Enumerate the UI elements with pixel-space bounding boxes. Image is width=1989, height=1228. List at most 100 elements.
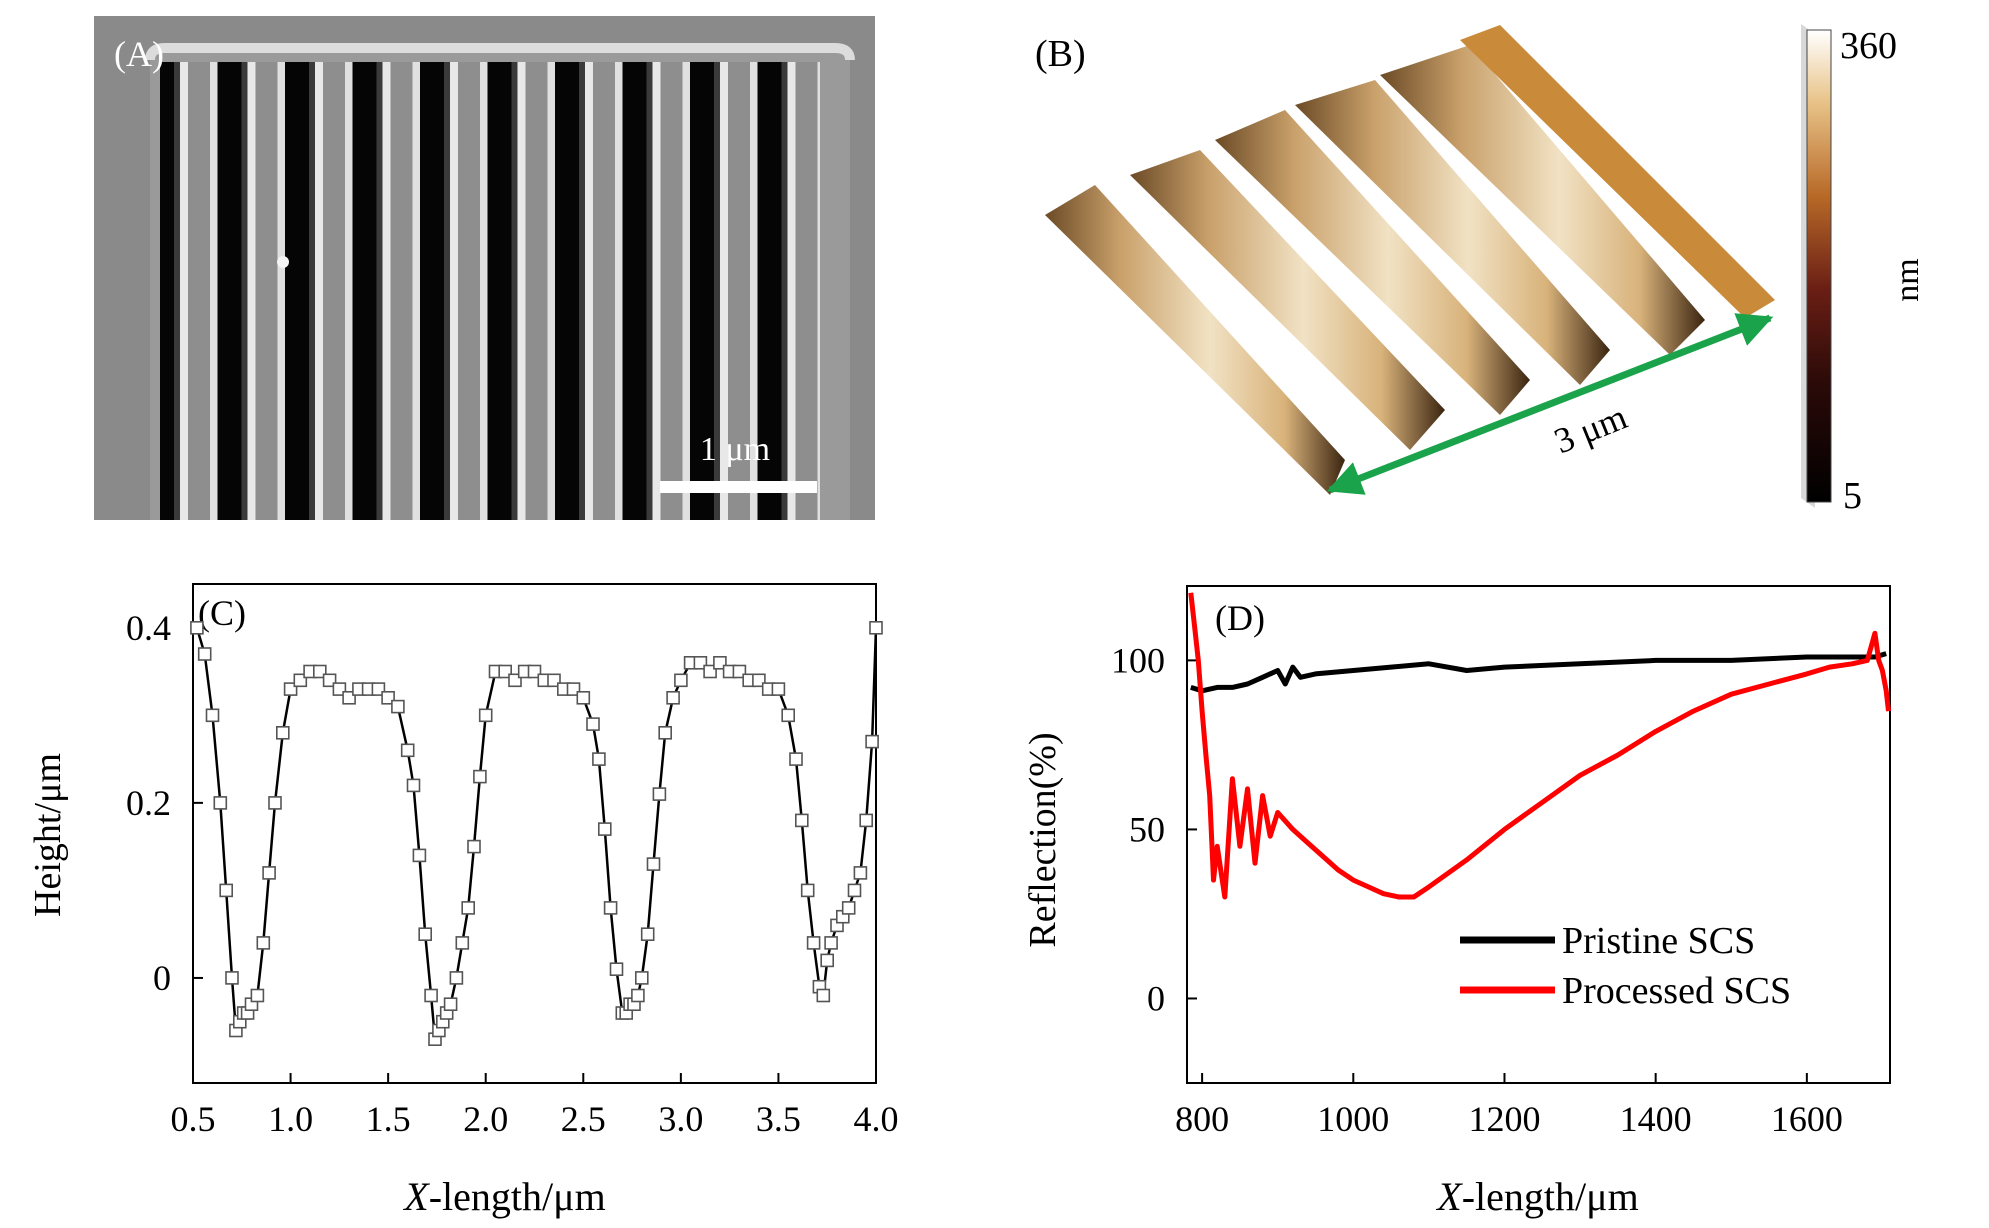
colorbar-unit: nm <box>1889 258 1926 301</box>
plot-c-series <box>190 620 883 1046</box>
data-point <box>597 822 612 836</box>
data-point <box>268 796 282 810</box>
x-tick-label: 1.0 <box>268 1099 313 1139</box>
x-tick-label: 1400 <box>1620 1099 1692 1139</box>
plot-c-xlabel-rest: -length/μm <box>429 1174 606 1219</box>
data-point <box>256 936 271 950</box>
x-tick-label: 3.0 <box>658 1099 703 1139</box>
x-tick-label: 2.0 <box>463 1099 508 1139</box>
legend-label-pristine: Pristine SCS <box>1562 920 1755 962</box>
data-point <box>869 620 883 635</box>
data-point <box>406 778 421 793</box>
y-tick-label: 0.4 <box>126 608 171 648</box>
data-point <box>250 988 265 1003</box>
afm-ridge-5 <box>1380 45 1705 355</box>
y-tick-label: 0 <box>1147 978 1165 1018</box>
panel-d-label: (D) <box>1215 598 1265 638</box>
data-point <box>312 664 327 679</box>
plot-d-frame <box>1186 585 1891 1084</box>
x-tick-label: 2.5 <box>561 1099 606 1139</box>
data-point <box>771 682 786 696</box>
plot-c-xlabel-var: X <box>402 1174 430 1219</box>
data-point <box>781 708 796 723</box>
panel-c: (C) 0.5 1.0 1.5 2.0 2.5 3.0 3.5 4.0 0.4 0.2 0 Hei… <box>27 583 899 1219</box>
data-point <box>666 690 680 705</box>
x-tick-label: 1000 <box>1317 1099 1389 1139</box>
data-point <box>816 988 831 1003</box>
sem-particle <box>277 256 289 268</box>
data-point <box>865 734 879 749</box>
data-point <box>652 787 667 801</box>
x-tick-label: 3.5 <box>756 1099 801 1139</box>
data-point <box>789 752 803 766</box>
plot-c-x-axis: 0.5 1.0 1.5 2.0 2.5 3.0 3.5 4.0 <box>171 1073 899 1139</box>
x-tick-label: 4.0 <box>854 1099 899 1139</box>
panel-a-label: (A) <box>114 34 164 74</box>
plot-d-x-axis: 800 1000 1200 1400 1600 <box>1175 1073 1843 1139</box>
data-point <box>449 971 464 985</box>
panel-d: (D) 800 1000 1200 1400 1600 100 50 0 Pristine … <box>1022 585 1891 1219</box>
data-point <box>853 866 868 880</box>
panel-c-label: (C) <box>198 593 246 633</box>
colorbar: 360 5 nm <box>1801 24 1926 517</box>
plot-d-xlabel-var: X <box>1435 1174 1463 1219</box>
data-point <box>424 988 438 1003</box>
data-point <box>400 743 415 758</box>
data-point <box>586 717 600 731</box>
data-point <box>473 769 487 784</box>
colorbar-min: 5 <box>1843 475 1862 517</box>
data-point <box>455 936 470 950</box>
afm-ridge-1 <box>1045 185 1345 495</box>
x-tick-label: 1600 <box>1771 1099 1843 1139</box>
data-point <box>631 988 645 1003</box>
plot-c-ylabel: Height/μm <box>27 753 69 917</box>
data-point <box>418 927 433 942</box>
data-point <box>703 664 717 679</box>
plot-d-xlabel-rest: -length/μm <box>1462 1174 1639 1219</box>
scale-bar <box>660 481 817 493</box>
data-point <box>391 699 405 714</box>
data-point <box>847 883 862 898</box>
colorbar-ramp <box>1806 29 1832 503</box>
data-point <box>219 883 233 898</box>
afm-surface <box>1045 25 1775 495</box>
plot-d-xlabel: X-length/μm <box>1435 1174 1638 1219</box>
data-point <box>576 690 591 705</box>
legend-label-processed: Processed SCS <box>1562 970 1791 1012</box>
data-point <box>806 936 821 950</box>
series-line-1 <box>1190 651 1887 694</box>
x-tick-label: 1.5 <box>366 1099 411 1139</box>
data-point <box>225 971 239 985</box>
data-point <box>592 752 606 766</box>
data-point <box>609 962 624 977</box>
plot-d-ylabel: Reflection(%) <box>1022 732 1064 947</box>
width-label: 3 μm <box>1549 396 1633 461</box>
plot-d-legend: Pristine SCS Processed SCS <box>1460 920 1791 1012</box>
y-tick-label: 0.2 <box>126 783 171 823</box>
y-tick-label: 100 <box>1111 640 1165 680</box>
panel-b-label: (B) <box>1035 33 1086 75</box>
series-line-2 <box>1188 592 1891 900</box>
data-point <box>443 997 458 1012</box>
data-point <box>293 673 308 688</box>
plot-d-series <box>1188 592 1891 900</box>
data-point <box>190 620 204 635</box>
panel-a: (A) 1 μm <box>94 16 875 520</box>
data-point <box>646 857 661 871</box>
afm-ridge-4 <box>1295 80 1610 385</box>
x-tick-label: 0.5 <box>171 1099 216 1139</box>
scale-bar-label: 1 μm <box>700 431 770 468</box>
data-point <box>820 953 835 968</box>
y-tick-label: 50 <box>1129 809 1165 849</box>
data-point <box>658 725 673 740</box>
data-point <box>634 971 649 985</box>
plot-c-y-axis: 0.4 0.2 0 <box>126 608 203 998</box>
data-point <box>674 673 688 688</box>
panel-b: (B) 3 μm 360 5 nm <box>1035 24 1926 517</box>
data-point <box>640 927 655 942</box>
x-tick-label: 800 <box>1175 1099 1229 1139</box>
data-point <box>841 901 856 915</box>
data-point <box>205 708 220 723</box>
plot-c-frame <box>192 583 877 1084</box>
